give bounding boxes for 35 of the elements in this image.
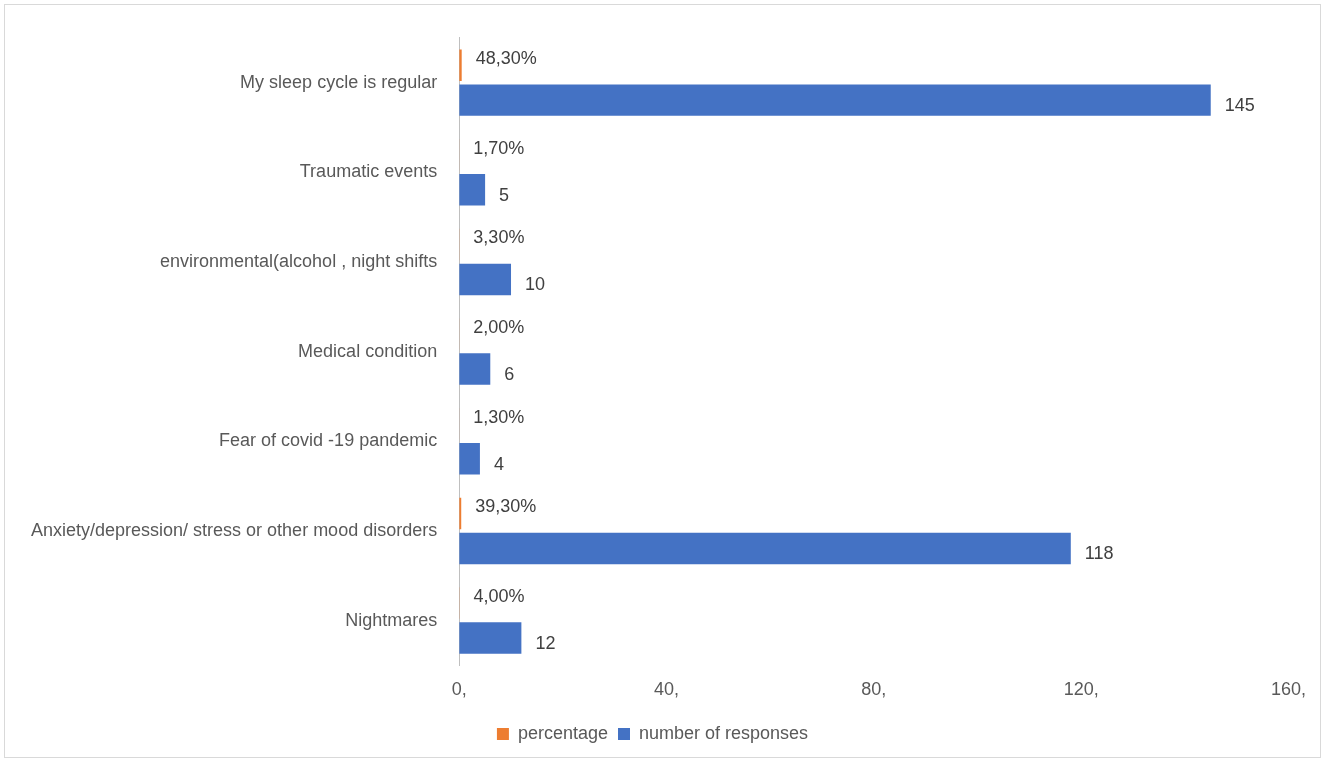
data-label: 3,30%: [473, 227, 525, 248]
data-label: 5: [499, 184, 510, 205]
y-tick-label: My sleep cycle is regular: [240, 71, 438, 92]
data-label: 4,00%: [473, 586, 525, 607]
y-tick-label: Medical condition: [298, 340, 438, 361]
data-label: 6: [504, 364, 515, 385]
data-label: 2,00%: [473, 317, 525, 338]
bar: [459, 174, 486, 206]
x-tick-label: 80,: [861, 679, 887, 700]
x-tick-label: 0,: [451, 679, 467, 700]
legend-label: number of responses: [638, 722, 809, 743]
y-tick-label: environmental(alcohol , night shifts: [160, 250, 438, 271]
data-label: 1,70%: [473, 137, 525, 158]
x-tick-label: 40,: [654, 679, 680, 700]
y-tick-label: Fear of covid -19 pandemic: [219, 430, 438, 451]
y-tick-label: Traumatic events: [299, 161, 438, 182]
bar: [459, 353, 491, 385]
y-tick-label: Nightmares: [345, 609, 438, 630]
bar: [459, 443, 480, 475]
bar: [459, 622, 522, 654]
data-label: 12: [535, 633, 556, 654]
data-label: 10: [525, 274, 546, 295]
data-label: 4: [493, 453, 504, 474]
data-label: 48,30%: [475, 48, 537, 69]
bar: [459, 532, 1071, 565]
data-label: 1,30%: [473, 406, 525, 427]
x-tick-label: 120,: [1063, 679, 1099, 700]
data-label: 39,30%: [475, 496, 537, 517]
bar: [459, 263, 512, 296]
data-label: 118: [1084, 543, 1114, 564]
bar: [459, 84, 1211, 116]
legend-label: percentage: [517, 722, 608, 743]
y-tick-label: Anxiety/depression/ stress or other mood disorders: [31, 519, 438, 540]
data-label: 145: [1224, 95, 1255, 116]
x-tick-label: 160,: [1270, 679, 1307, 700]
